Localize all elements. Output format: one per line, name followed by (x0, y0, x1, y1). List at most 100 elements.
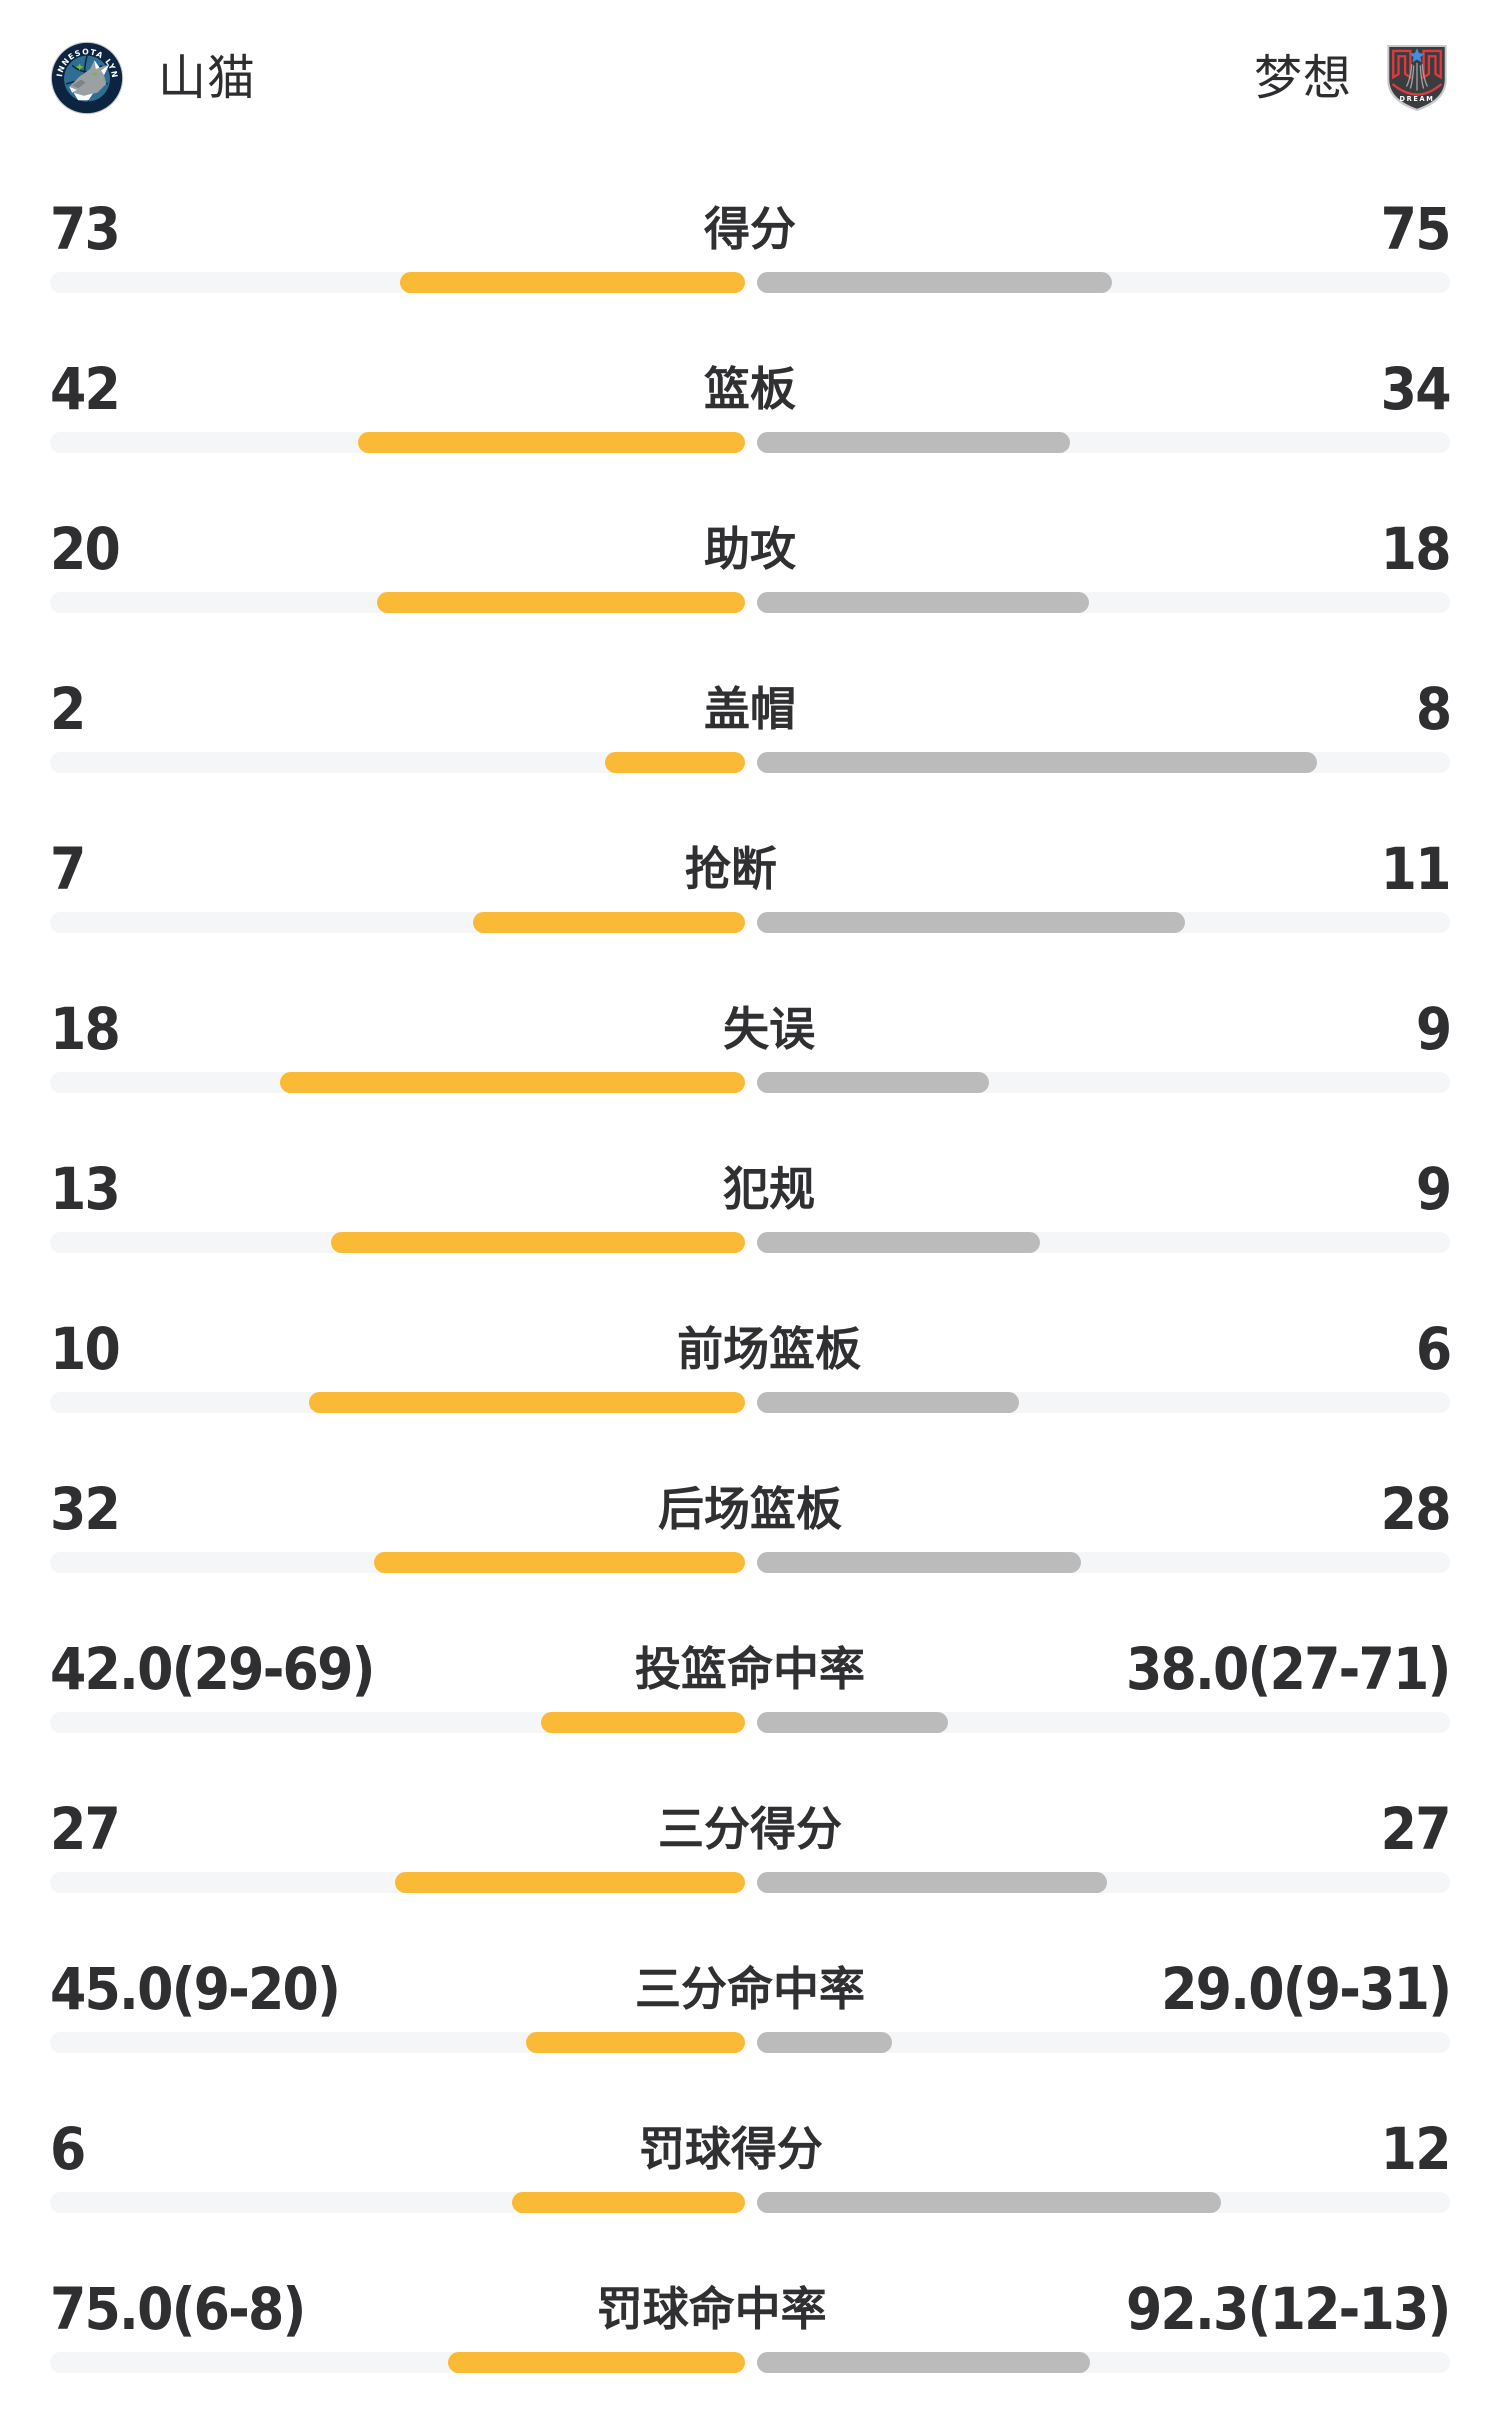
stat-label: 助攻 (704, 522, 796, 576)
stat-bar-left-track (50, 1872, 745, 1893)
stat-label: 三分命中率 (635, 1962, 865, 2016)
stat-bar-right-track (757, 2192, 1450, 2213)
stat-bar-left-track (50, 272, 745, 293)
stat-right-value: 29.0(9-31) (1160, 1955, 1452, 2023)
stat-right-value: 27 (1380, 1795, 1452, 1863)
stat-bar-left-fill (473, 912, 745, 933)
stat-values-line: 73 得分 75 (50, 190, 1452, 268)
stat-bar-left-fill (526, 2032, 745, 2053)
stat-row: 42 篮板 34 (0, 350, 1500, 510)
stat-values-line: 18 失误 9 (50, 990, 1452, 1068)
stat-bar-right-track (757, 1232, 1450, 1253)
stat-right-value: 18 (1380, 515, 1452, 583)
stat-row: 6 罚球得分 12 (0, 2110, 1500, 2270)
stat-left-value: 32 (50, 1475, 121, 1543)
stat-values-line: 20 助攻 18 (50, 510, 1452, 588)
stat-left-value: 20 (50, 515, 121, 583)
stat-bar-left-track (50, 1232, 745, 1253)
atlanta-dream-logo: DREAM (1387, 45, 1447, 111)
stat-bar-left-track (50, 1712, 745, 1733)
stat-label: 得分 (704, 202, 796, 256)
stat-values-line: 10 前场篮板 6 (50, 1310, 1452, 1388)
stat-right-value: 28 (1380, 1475, 1452, 1543)
stat-values-line: 75.0(6-8) 罚球命中率 92.3(12-13) (50, 2270, 1452, 2348)
home-team: MINNESOTA LYNX 山猫 (50, 40, 256, 116)
stat-values-line: 42.0(29-69) 投篮命中率 38.0(27-71) (50, 1630, 1452, 1708)
stat-row: 45.0(9-20) 三分命中率 29.0(9-31) (0, 1950, 1500, 2110)
stat-row: 10 前场篮板 6 (0, 1310, 1500, 1470)
stat-values-line: 2 盖帽 8 (50, 670, 1452, 748)
stat-bar-left-track (50, 2032, 745, 2053)
stat-bar-left-track (50, 1392, 745, 1413)
stat-values-line: 6 罚球得分 12 (50, 2110, 1452, 2188)
stat-bar-left-track (50, 2352, 745, 2373)
stat-left-value: 18 (50, 995, 121, 1063)
stat-left-value: 7 (50, 835, 86, 903)
stat-bar-right-fill (757, 2192, 1222, 2213)
stat-bar-right-track (757, 1392, 1450, 1413)
stat-bar-right-fill (757, 1392, 1019, 1413)
stat-label: 罚球得分 (638, 2122, 823, 2176)
stat-row: 2 盖帽 8 (0, 670, 1500, 830)
stat-left-value: 10 (50, 1315, 121, 1383)
stat-bar-left-track (50, 912, 745, 933)
stat-right-value: 9 (1415, 995, 1451, 1063)
stat-bar-right-track (757, 2032, 1450, 2053)
stat-row: 27 三分得分 27 (0, 1790, 1500, 1950)
stat-label: 三分得分 (658, 1802, 842, 1856)
stat-left-value: 73 (50, 195, 121, 263)
stat-bar-left-fill (376, 592, 745, 613)
stat-bar-right-track (757, 592, 1450, 613)
stat-bar-left-fill (448, 2352, 745, 2373)
stat-bar-right-track (757, 2352, 1450, 2373)
stat-bar-right-track (757, 1552, 1450, 1573)
stat-bar-right-fill (757, 1712, 949, 1733)
stat-right-value: 92.3(12-13) (1126, 2275, 1451, 2343)
stat-label: 投篮命中率 (635, 1642, 865, 1696)
stat-bar-right-track (757, 1072, 1450, 1093)
stat-right-value: 34 (1380, 355, 1452, 423)
stat-left-value: 42 (50, 355, 121, 423)
stat-bar-left-fill (330, 1232, 745, 1253)
stat-row: 13 犯规 9 (0, 1150, 1500, 1310)
stats-list: 73 得分 75 42 篮板 34 20 助攻 18 (0, 190, 1500, 2430)
stat-label: 篮板 (704, 362, 796, 416)
away-team-name: 梦想 (1253, 50, 1352, 106)
stat-right-value: 9 (1415, 1155, 1451, 1223)
stat-bar-left-fill (512, 2192, 745, 2213)
stat-left-value: 2 (50, 675, 86, 743)
away-team: 梦想 DREAM (1254, 40, 1450, 116)
stat-values-line: 32 后场篮板 28 (50, 1470, 1452, 1548)
stat-bar-left-fill (373, 1552, 745, 1573)
stat-row: 7 抢断 11 (0, 830, 1500, 990)
stat-right-value: 38.0(27-71) (1126, 1635, 1451, 1703)
stat-bar-right-track (757, 1872, 1450, 1893)
stat-bar-right-fill (757, 1872, 1107, 1893)
stat-bar-right-fill (757, 272, 1112, 293)
stat-row: 73 得分 75 (0, 190, 1500, 350)
home-team-name: 山猫 (158, 50, 257, 106)
stat-values-line: 42 篮板 34 (50, 350, 1452, 428)
stat-row: 20 助攻 18 (0, 510, 1500, 670)
stat-bar-right-fill (757, 2032, 893, 2053)
stat-bar-left-fill (394, 1872, 745, 1893)
match-header: MINNESOTA LYNX 山猫 梦想 (50, 40, 1450, 116)
stat-bar-left-track (50, 1552, 745, 1573)
stat-bar-right-fill (757, 912, 1186, 933)
stat-bar-left-fill (309, 1392, 745, 1413)
stat-bar-left-fill (540, 1712, 745, 1733)
stat-left-value: 75.0(6-8) (50, 2275, 306, 2343)
stat-values-line: 45.0(9-20) 三分命中率 29.0(9-31) (50, 1950, 1452, 2028)
stat-values-line: 13 犯规 9 (50, 1150, 1452, 1228)
stat-bar-right-track (757, 1712, 1450, 1733)
stat-bar-right-fill (757, 432, 1071, 453)
stat-row: 18 失误 9 (0, 990, 1500, 1150)
stat-bar-right-fill (757, 2352, 1091, 2373)
stat-bar-left-track (50, 432, 745, 453)
stat-right-value: 12 (1380, 2115, 1452, 2183)
stat-right-value: 6 (1415, 1315, 1451, 1383)
stat-left-value: 27 (50, 1795, 121, 1863)
stat-row: 42.0(29-69) 投篮命中率 38.0(27-71) (0, 1630, 1500, 1790)
stat-bar-right-track (757, 912, 1450, 933)
stat-bar-left-fill (280, 1072, 745, 1093)
